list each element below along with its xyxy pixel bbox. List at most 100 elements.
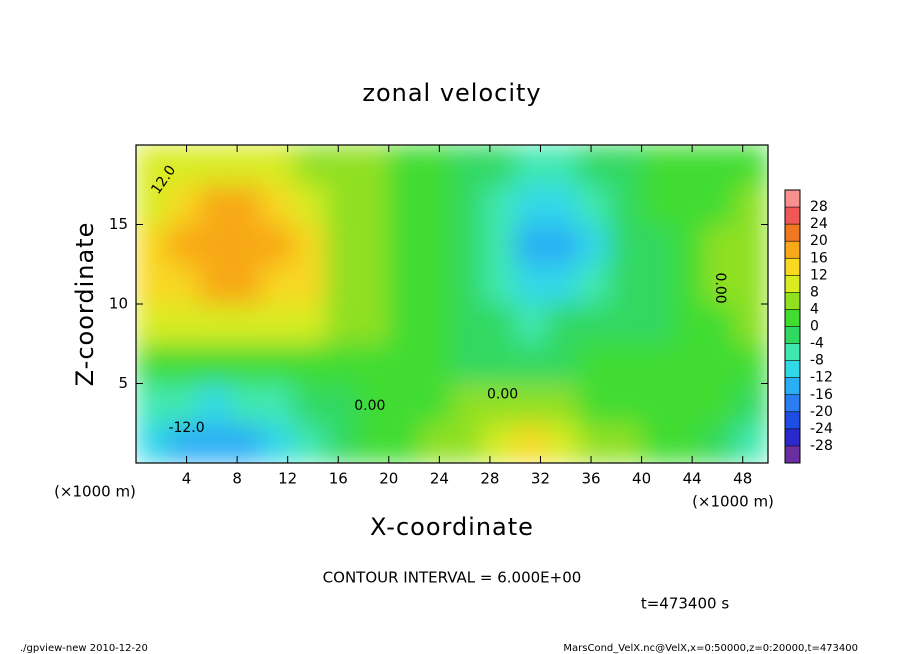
field-cell	[356, 303, 390, 345]
field-cell	[609, 343, 643, 384]
x-tick-label: 8	[232, 470, 242, 488]
field-cell	[735, 145, 768, 186]
colorbar-label: 20	[810, 233, 828, 249]
field-cell	[672, 263, 706, 305]
field-cell	[672, 422, 706, 463]
field-cell	[577, 343, 611, 384]
x-tick-label: 40	[632, 470, 651, 488]
colorbar-label: -20	[810, 404, 833, 420]
y-tick-label: 15	[109, 215, 128, 233]
field-cell	[136, 343, 169, 384]
field-cell	[293, 145, 327, 186]
field-cell	[672, 184, 706, 225]
field-cell	[546, 303, 579, 345]
field-cell	[198, 263, 232, 305]
field-cell	[735, 383, 768, 424]
field-cell	[641, 422, 674, 463]
field-cell	[419, 145, 453, 186]
colorbar-label: -8	[810, 353, 824, 369]
field-cell	[704, 184, 737, 225]
x-tick-label: 4	[182, 470, 192, 488]
field-cell	[735, 263, 768, 305]
field-cell	[451, 383, 485, 424]
field-cell	[514, 263, 548, 305]
field-cell	[451, 343, 485, 384]
colorbar-label: 28	[810, 199, 828, 215]
field-cell	[356, 184, 390, 225]
field-cell	[483, 303, 516, 345]
field-cell	[451, 263, 485, 305]
field-cell	[419, 184, 453, 225]
field-cell	[672, 224, 706, 265]
field-cell	[609, 422, 643, 463]
field-cell	[198, 145, 232, 186]
field-cell	[546, 343, 579, 384]
field-cell	[167, 263, 200, 305]
field-cell	[388, 343, 421, 384]
field-cell	[483, 422, 516, 463]
field-cell	[451, 303, 485, 345]
field-cell	[546, 224, 579, 265]
field-cell	[198, 224, 232, 265]
field-cell	[577, 184, 611, 225]
field-cell	[546, 145, 579, 186]
contour-label: 0.00	[354, 398, 385, 414]
field-cell	[514, 383, 548, 424]
field-cell	[483, 224, 516, 265]
colorbar-band	[785, 241, 800, 259]
field-cell	[514, 422, 548, 463]
field-cell	[704, 145, 737, 186]
field-cell	[388, 224, 421, 265]
field-cell	[293, 184, 327, 225]
field-cell	[261, 263, 295, 305]
field-cell	[261, 422, 295, 463]
colorbar-label: -16	[810, 387, 833, 403]
x-tick-label: 16	[329, 470, 348, 488]
x-tick-label: 48	[733, 470, 752, 488]
field-cell	[609, 303, 643, 345]
field-cell	[451, 224, 485, 265]
field-cell	[704, 224, 737, 265]
field-cell	[451, 184, 485, 225]
colorbar-band	[785, 411, 800, 429]
overlay: 4 8 12 16 20 24 28 32 36 40 44 485101512.00.000.000…	[109, 144, 833, 488]
field-cell	[136, 422, 169, 463]
field-cell	[261, 383, 295, 424]
colorbar-band	[785, 360, 800, 378]
field-cell	[136, 263, 169, 305]
field-cell	[356, 145, 390, 186]
colorbar-band	[785, 292, 800, 310]
x-tick-label: 24	[430, 470, 449, 488]
colorbar-band	[785, 258, 800, 276]
field-cell	[704, 343, 737, 384]
field-cell	[419, 383, 453, 424]
field-cell	[167, 184, 200, 225]
field-cell	[704, 263, 737, 305]
field-cell	[261, 303, 295, 345]
colorbar-label: 4	[810, 301, 819, 317]
field-cell	[577, 422, 611, 463]
field-cell	[325, 422, 358, 463]
field-cell	[672, 303, 706, 345]
field-cell	[672, 343, 706, 384]
field-cell	[167, 145, 200, 186]
field-cell	[641, 343, 674, 384]
field-cell	[198, 343, 232, 384]
contour-label: 0.00	[712, 273, 728, 304]
field-cell	[230, 184, 263, 225]
field-cell	[451, 145, 485, 186]
footer: ./gpview-new 2010-12-20	[20, 643, 148, 654]
field-cell	[136, 184, 169, 225]
field-cell	[198, 303, 232, 345]
colorbar-band	[785, 428, 800, 446]
field-cell	[136, 224, 169, 265]
field-cell	[419, 224, 453, 265]
field-cell	[609, 263, 643, 305]
field-cell	[609, 224, 643, 265]
field-cell	[325, 383, 358, 424]
field-cell	[198, 184, 232, 225]
field-cell	[514, 184, 548, 225]
field-cell	[735, 303, 768, 345]
field-cell	[546, 383, 579, 424]
x-unit: (×1000 m)	[692, 493, 774, 511]
